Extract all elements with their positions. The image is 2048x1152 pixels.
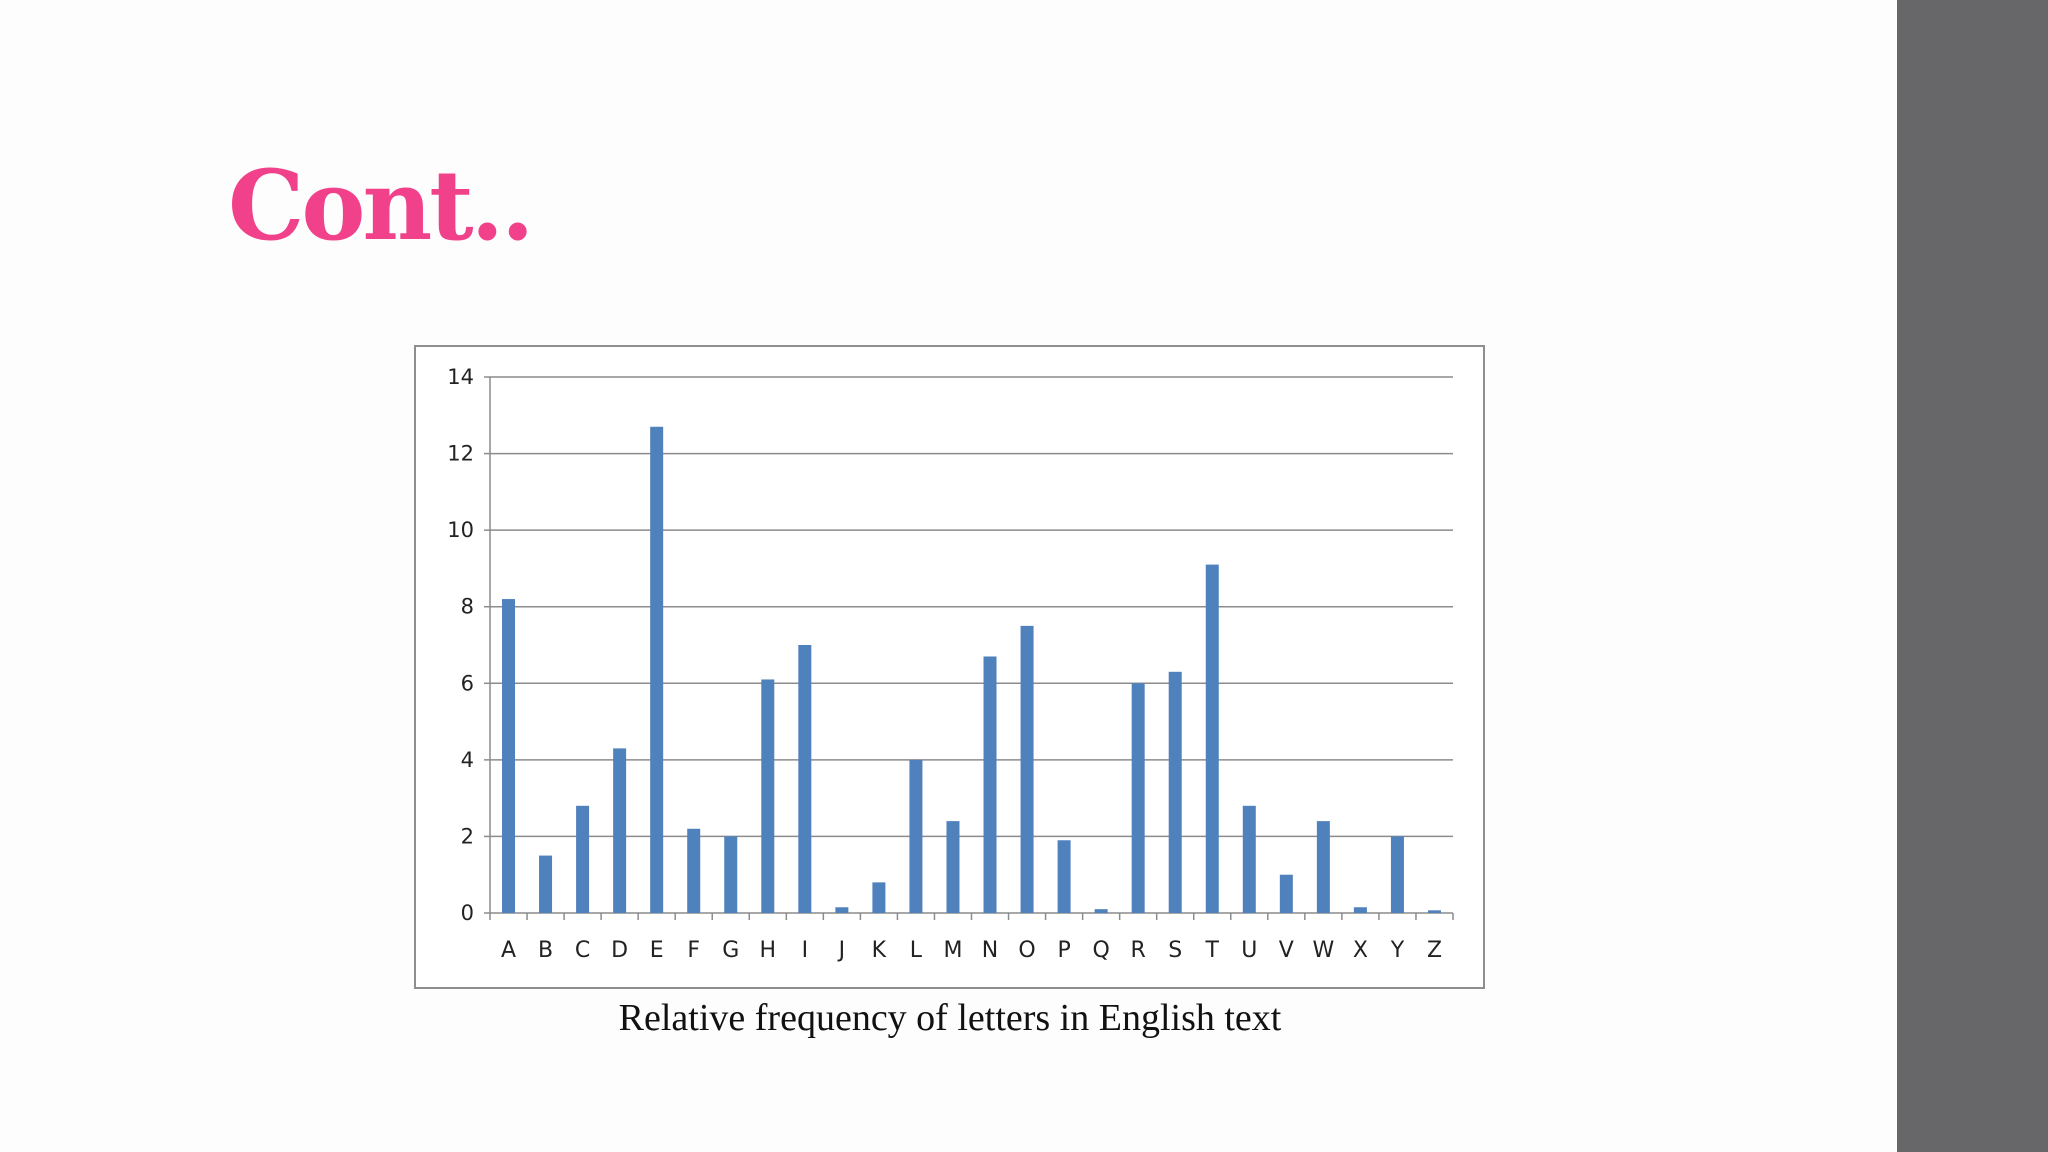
y-tick-label: 8 <box>461 595 474 619</box>
x-tick-label: G <box>722 938 739 963</box>
x-tick-label: U <box>1241 938 1257 963</box>
y-tick-label: 10 <box>447 518 474 542</box>
bar-u <box>1242 805 1256 913</box>
x-tick-label: E <box>650 938 664 963</box>
x-tick-label: Y <box>1390 938 1405 963</box>
x-tick-label: K <box>872 938 887 963</box>
x-tick-label: V <box>1279 938 1294 963</box>
bar-o <box>1020 625 1034 913</box>
x-tick-label: C <box>575 938 590 963</box>
bar-j <box>835 907 849 913</box>
bar-v <box>1279 874 1293 913</box>
y-tick-label: 0 <box>461 901 474 925</box>
bar-y <box>1390 836 1404 913</box>
bar-c <box>576 805 590 913</box>
x-tick-label: I <box>802 938 809 963</box>
x-tick-label: D <box>611 938 628 963</box>
x-tick-label: A <box>501 938 516 963</box>
x-tick-label: S <box>1168 938 1182 963</box>
bar-n <box>983 656 997 913</box>
bar-f <box>687 828 701 913</box>
x-tick-label: Q <box>1092 938 1109 963</box>
x-tick-label: M <box>943 938 962 963</box>
x-tick-label: B <box>538 938 553 963</box>
bar-h <box>761 679 775 913</box>
y-tick-label: 4 <box>461 748 474 772</box>
x-tick-label: T <box>1205 938 1220 963</box>
side-panel <box>1897 0 2048 1152</box>
x-tick-label: N <box>982 938 998 963</box>
bar-i <box>798 645 812 913</box>
bar-m <box>946 821 960 913</box>
y-tick-label: 6 <box>461 671 474 695</box>
bar-r <box>1131 683 1145 913</box>
x-tick-label: Z <box>1427 938 1442 963</box>
x-tick-label: J <box>837 938 846 963</box>
y-tick-label: 14 <box>447 365 474 389</box>
x-tick-label: F <box>687 938 700 963</box>
bar-l <box>909 759 923 913</box>
x-tick-label: R <box>1131 938 1146 963</box>
bar-g <box>724 836 738 913</box>
y-tick-labels: 0 2 4 6 8 10 12 14 <box>447 365 474 925</box>
bar-s <box>1168 671 1182 913</box>
bar-k <box>872 882 886 913</box>
bar-e <box>650 426 664 913</box>
bar-w <box>1316 821 1330 913</box>
x-tick-label: H <box>760 938 777 963</box>
axes <box>484 376 1454 920</box>
bar-p <box>1057 840 1071 913</box>
bar-q <box>1094 909 1108 913</box>
x-tick-label: L <box>910 938 923 963</box>
y-tick-label: 12 <box>447 442 474 466</box>
bar-t <box>1205 564 1219 913</box>
bar-b <box>539 855 553 913</box>
bar-x <box>1353 907 1367 913</box>
slide-title: Cont.. <box>228 149 534 262</box>
x-tick-label: O <box>1018 938 1035 963</box>
gridlines <box>490 376 1453 838</box>
chart-caption: Relative frequency of letters in English… <box>618 997 1282 1039</box>
y-tick-label: 2 <box>461 824 474 848</box>
bar-z <box>1427 910 1441 913</box>
bars <box>502 426 1441 913</box>
bar-a <box>502 599 516 913</box>
x-tick-label: W <box>1312 938 1334 963</box>
x-tick-label: P <box>1057 938 1070 963</box>
x-tick-label: X <box>1353 938 1368 963</box>
bar-d <box>613 748 627 913</box>
